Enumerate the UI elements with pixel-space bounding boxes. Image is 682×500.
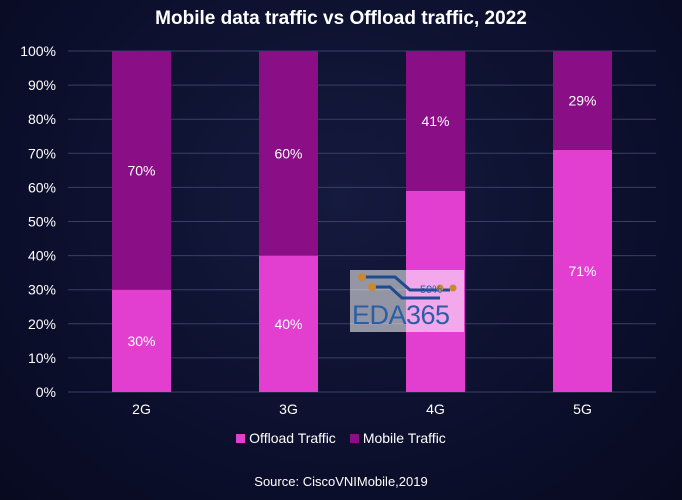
data-label: 29% <box>568 92 596 108</box>
bar-segment <box>259 51 318 256</box>
legend-item-mobile: Mobile Traffic <box>349 430 446 446</box>
y-tick-label: 40% <box>28 248 56 264</box>
x-tick-label: 4G <box>426 401 445 417</box>
legend-item-offload: Offload Traffic <box>236 430 336 446</box>
data-labels: 30% 70% 40% 60% 41% 71% 29% <box>127 92 596 348</box>
data-label: 71% <box>568 263 596 279</box>
data-label: 40% <box>274 316 302 332</box>
bar-segment <box>553 51 612 150</box>
x-axis-tick-labels: 2G 3G 4G 5G <box>132 401 592 417</box>
data-label: 60% <box>274 145 302 161</box>
x-tick-label: 3G <box>279 401 298 417</box>
bar-segment <box>406 51 465 191</box>
y-tick-label: 90% <box>28 77 56 93</box>
y-axis-tick-labels: 0% 10% 20% 30% 40% 50% 60% 70% 80% 90% 100% <box>20 43 56 400</box>
bar-segment <box>112 51 171 290</box>
bar-segment <box>259 255 318 392</box>
y-tick-label: 20% <box>28 316 56 332</box>
bar-segment <box>112 289 171 392</box>
watermark-logo: 59% EDA365 <box>350 270 464 332</box>
data-label: 70% <box>127 162 155 178</box>
y-tick-label: 0% <box>36 384 56 400</box>
legend-swatch-offload <box>236 433 246 443</box>
x-tick-label: 2G <box>132 401 151 417</box>
y-tick-label: 60% <box>28 179 56 195</box>
legend-label-offload: Offload Traffic <box>249 430 336 446</box>
data-label: 30% <box>127 333 155 349</box>
data-label: 41% <box>421 113 449 129</box>
legend-label-mobile: Mobile Traffic <box>362 430 446 446</box>
y-tick-label: 70% <box>28 145 56 161</box>
circuit-trace-icon <box>358 273 457 300</box>
y-tick-label: 30% <box>28 282 56 298</box>
legend: Offload Traffic Mobile Traffic <box>0 430 682 446</box>
y-tick-label: 10% <box>28 350 56 366</box>
chart-title: Mobile data traffic vs Offload traffic, … <box>155 8 527 29</box>
y-tick-label: 100% <box>20 43 56 59</box>
bar-segment <box>553 149 612 392</box>
legend-swatch-mobile <box>349 433 359 443</box>
y-tick-label: 80% <box>28 111 56 127</box>
watermark-obscured-label: 59% <box>420 284 443 296</box>
source-note: Source: CiscoVNIMobile,2019 <box>254 474 428 489</box>
watermark-text: EDA365 <box>352 300 450 330</box>
y-tick-label: 50% <box>28 214 56 230</box>
x-tick-label: 5G <box>573 401 592 417</box>
